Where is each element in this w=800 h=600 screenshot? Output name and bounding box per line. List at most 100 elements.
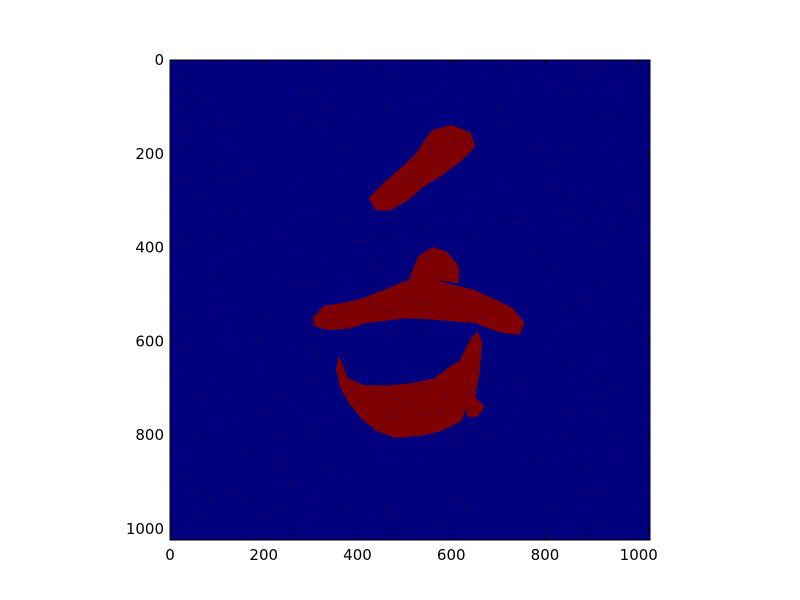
speckle-pixel (309, 523, 311, 525)
speckle-pixel (419, 266, 421, 269)
speckle-pixel (260, 323, 262, 325)
speckle-pixel (247, 171, 249, 173)
speckle-pixel (344, 160, 346, 162)
speckle-pixel (185, 316, 187, 318)
speckle-pixel (301, 129, 303, 131)
speckle-pixel (305, 230, 307, 232)
speckle-pixel (414, 435, 416, 437)
speckle-pixel (469, 213, 471, 215)
speckle-pixel (429, 505, 431, 507)
speckle-pixel (229, 429, 231, 431)
speckle-pixel (429, 456, 431, 458)
speckle-pixel (347, 474, 349, 476)
speckle-pixel (625, 370, 627, 372)
y-tick-label: 600 (135, 332, 164, 350)
speckle-pixel (470, 389, 472, 391)
speckle-pixel (321, 135, 323, 137)
speckle-pixel (404, 404, 406, 406)
speckle-pixel (330, 64, 332, 66)
speckle-pixel (516, 387, 518, 389)
speckle-pixel (192, 220, 194, 222)
speckle-pixel (622, 306, 625, 308)
speckle-pixel (308, 123, 310, 125)
speckle-pixel (479, 339, 482, 341)
speckle-pixel (325, 520, 327, 522)
speckle-pixel (389, 415, 391, 417)
speckle-pixel (411, 190, 414, 193)
speckle-pixel (601, 267, 603, 270)
speckle-pixel (263, 67, 266, 69)
speckle-pixel (320, 507, 322, 509)
speckle-pixel (229, 104, 231, 106)
speckle-pixel (594, 217, 596, 219)
speckle-pixel (322, 493, 324, 495)
speckle-pixel (517, 340, 519, 342)
speckle-pixel (258, 516, 261, 518)
speckle-pixel (361, 446, 363, 448)
speckle-pixel (271, 182, 273, 184)
speckle-pixel (427, 341, 429, 343)
speckle-pixel (509, 122, 511, 124)
speckle-pixel (212, 176, 214, 178)
speckle-pixel (491, 114, 493, 116)
speckle-pixel (574, 414, 576, 416)
speckle-pixel (414, 157, 416, 159)
speckle-pixel (506, 377, 508, 380)
speckle-pixel (465, 524, 467, 526)
speckle-pixel (459, 275, 462, 278)
speckle-pixel (633, 335, 635, 337)
speckle-pixel (451, 325, 453, 327)
speckle-pixel (270, 317, 272, 319)
speckle-pixel (427, 123, 429, 125)
speckle-pixel (304, 260, 306, 262)
speckle-pixel (413, 409, 415, 412)
speckle-pixel (293, 526, 295, 528)
speckle-pixel (507, 155, 509, 157)
speckle-pixel (255, 506, 257, 508)
speckle-pixel (512, 454, 514, 456)
speckle-pixel (449, 103, 451, 105)
speckle-pixel (362, 530, 365, 532)
speckle-pixel (279, 468, 281, 470)
speckle-pixel (486, 378, 488, 380)
speckle-pixel (231, 346, 233, 348)
speckle-pixel (504, 143, 506, 145)
speckle-pixel (620, 128, 622, 130)
speckle-pixel (549, 80, 551, 82)
speckle-pixel (495, 88, 498, 91)
speckle-pixel (405, 384, 407, 386)
speckle-pixel (566, 388, 568, 390)
speckle-pixel (197, 527, 199, 529)
speckle-pixel (528, 252, 530, 254)
axis-ticks (169, 59, 650, 540)
speckle-pixel (224, 329, 226, 331)
speckle-pixel (646, 155, 648, 157)
speckle-pixel (611, 353, 613, 356)
speckle-pixel (461, 517, 463, 519)
speckle-pixel (462, 99, 464, 101)
speckle-pixel (516, 394, 518, 396)
speckle-pixel (494, 380, 496, 382)
speckle-pixel (523, 142, 525, 144)
speckle-pixel (288, 111, 290, 113)
speckle-pixel (525, 219, 527, 221)
speckle-pixel (323, 449, 325, 451)
speckle-pixel (527, 273, 529, 275)
speckle-pixel (550, 189, 552, 192)
speckle-pixel (172, 109, 174, 111)
speckle-pixel (229, 376, 231, 379)
speckle-pixel (192, 397, 194, 399)
speckle-pixel (190, 344, 192, 346)
speckle-pixel (562, 106, 565, 108)
speckle-pixel (604, 135, 607, 137)
speckle-pixel (499, 338, 501, 340)
speckle-pixel (648, 386, 650, 388)
speckle-pixel (477, 442, 479, 444)
speckle-pixel (280, 431, 282, 433)
speckle-pixel (376, 538, 378, 540)
speckle-pixel (206, 362, 209, 365)
speckle-pixel (573, 192, 575, 194)
speckle-pixel (246, 212, 248, 214)
speckle-pixel (443, 394, 445, 396)
speckle-pixel (245, 62, 247, 64)
